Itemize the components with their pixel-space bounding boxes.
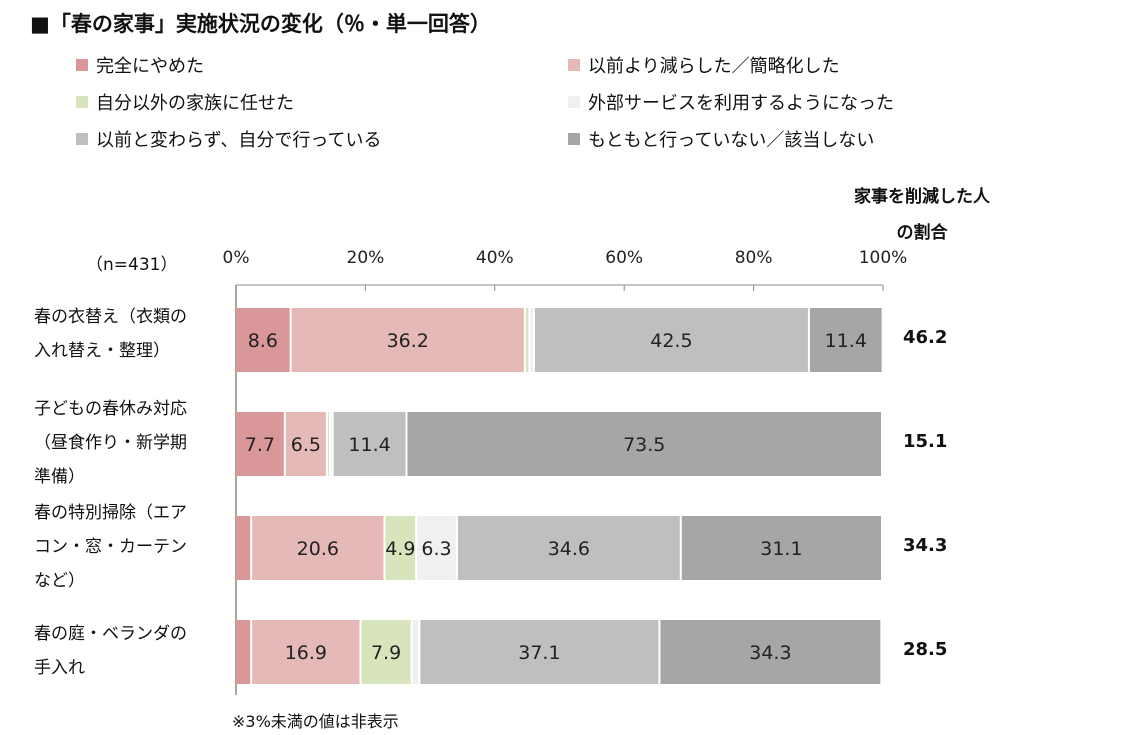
data-label: 8.6 — [248, 330, 278, 352]
category-label-line: 春の特別掃除（エア — [34, 503, 187, 523]
bar-segment — [412, 620, 419, 684]
category-label: 春の特別掃除（エア コン・窓・カーテン など） — [34, 496, 224, 598]
reduced-share-value: 46.2 — [903, 327, 947, 348]
data-label: 7.7 — [245, 434, 275, 456]
legend-swatch — [76, 96, 88, 108]
bar-segment — [417, 516, 456, 580]
x-tick-label: 100% — [859, 248, 908, 268]
bar-segment — [236, 516, 251, 580]
category-label-line: 春の衣替え（衣類の — [34, 307, 187, 327]
reduced-share-value: 15.1 — [903, 431, 947, 452]
category-label-line: 手入れ — [34, 658, 85, 678]
category-label-line: （昼食作り・新学期 — [34, 433, 187, 453]
bar-segment — [285, 412, 326, 476]
reduced-share-value: 28.5 — [903, 639, 947, 660]
category-label-line: コン・窓・カーテン — [34, 537, 187, 557]
data-label: 6.5 — [291, 434, 321, 456]
bar-segment — [809, 308, 882, 372]
data-label: 34.3 — [749, 642, 791, 664]
bar-segment — [530, 308, 533, 372]
data-label: 73.5 — [623, 434, 665, 456]
right-header-line2: の割合 — [896, 223, 948, 243]
legend-label: 以前と変わらず、自分で行っている — [96, 130, 382, 151]
bar-segment — [236, 412, 284, 476]
category-label: 子どもの春休み対応 （昼食作り・新学期 準備） — [34, 392, 224, 494]
bar-segment — [681, 516, 881, 580]
category-label-line: 春の庭・ベランダの — [34, 624, 187, 644]
legend-swatch — [568, 96, 580, 108]
right-header-line1: 家事を削減した人 — [854, 187, 990, 207]
x-tick-label: 60% — [605, 248, 643, 268]
legend-item: 以前より減らした／簡略化した — [568, 52, 840, 78]
data-label: 37.1 — [518, 642, 560, 664]
bar-segment — [407, 412, 881, 476]
x-tick-label: 40% — [476, 248, 514, 268]
bar-segment — [236, 620, 251, 684]
legend-item: 以前と変わらず、自分で行っている — [76, 126, 381, 152]
category-label-line: 入れ替え・整理） — [34, 341, 170, 361]
legend-item: 完全にやめた — [76, 52, 204, 78]
footnote: ※3%未満の値は非表示 — [232, 712, 399, 731]
bar-segment — [333, 412, 406, 476]
x-tick-label: 80% — [735, 248, 773, 268]
legend-item: 自分以外の家族に任せた — [76, 89, 294, 115]
legend-label: 外部サービスを利用するようになった — [588, 93, 894, 114]
data-label: 6.3 — [421, 538, 451, 560]
data-label: 20.6 — [297, 538, 339, 560]
legend-item: もともと行っていない／該当しない — [568, 126, 874, 152]
data-label: 16.9 — [285, 642, 327, 664]
bar-segment — [331, 412, 332, 476]
bar-segment — [236, 308, 290, 372]
category-label-line: 準備） — [34, 467, 85, 487]
category-label-line: など） — [34, 571, 85, 591]
category-label: 春の庭・ベランダの 手入れ — [34, 617, 224, 685]
bar-segment — [385, 516, 416, 580]
bar-segment — [252, 516, 384, 580]
bar-segment — [252, 620, 360, 684]
legend-swatch — [76, 133, 88, 145]
bar-segment — [327, 412, 330, 476]
reduced-share-value: 34.3 — [903, 535, 947, 556]
chart-title: ■「春の家事」実施状況の変化（％・単一回答） — [30, 12, 491, 36]
legend-swatch — [76, 59, 88, 71]
category-label: 春の衣替え（衣類の 入れ替え・整理） — [34, 300, 224, 368]
bar-segment — [457, 516, 680, 580]
bar-segment — [361, 620, 411, 684]
legend-label: もともと行っていない／該当しない — [588, 130, 875, 151]
data-label: 11.4 — [348, 434, 390, 456]
legend-item: 外部サービスを利用するようになった — [568, 89, 894, 115]
legend-label: 以前より減らした／簡略化した — [588, 56, 840, 77]
data-label: 11.4 — [825, 330, 867, 352]
bar-segment — [534, 308, 808, 372]
legend-label: 完全にやめた — [96, 56, 204, 77]
bar-segment — [660, 620, 881, 684]
data-label: 42.5 — [650, 330, 692, 352]
legend-swatch — [568, 59, 580, 71]
x-tick-label: 0% — [223, 248, 250, 268]
bar-segment — [291, 308, 524, 372]
legend-swatch — [568, 133, 580, 145]
data-label: 34.6 — [548, 538, 590, 560]
data-label: 36.2 — [387, 330, 429, 352]
x-tick-label: 20% — [347, 248, 385, 268]
sample-size: （n=431） — [86, 255, 178, 275]
bar-segment — [420, 620, 659, 684]
data-label: 7.9 — [371, 642, 401, 664]
legend-label: 自分以外の家族に任せた — [96, 93, 294, 114]
category-label-line: 子どもの春休み対応 — [34, 399, 187, 419]
bar-segment — [525, 308, 529, 372]
data-label: 4.9 — [385, 538, 415, 560]
data-label: 31.1 — [760, 538, 802, 560]
